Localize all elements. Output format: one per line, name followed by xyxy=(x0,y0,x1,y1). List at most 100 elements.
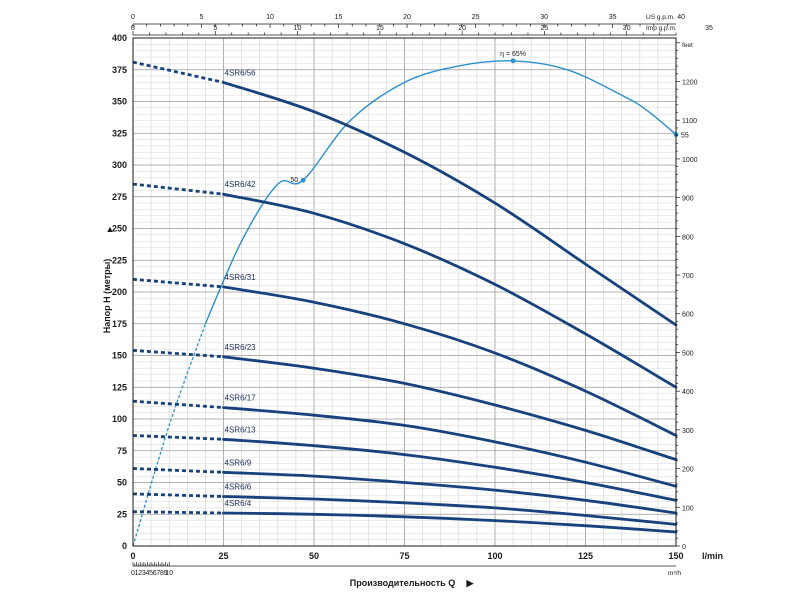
series-line-dashed xyxy=(132,182,224,196)
imp-tick-label: 15 xyxy=(376,25,384,32)
series-line-dashed xyxy=(132,399,224,409)
series-line-dashed xyxy=(132,277,224,289)
series-label: 4SR6/6 xyxy=(225,482,252,491)
series-line xyxy=(222,406,678,488)
us-tick-label: 5 xyxy=(200,14,204,21)
y-tick-label: 150 xyxy=(112,351,127,361)
y-tick-label: 0 xyxy=(122,541,127,551)
efficiency-curve-dashed xyxy=(132,323,207,547)
series-label: 4SR6/42 xyxy=(225,180,257,189)
x-unit-label: l/min xyxy=(702,551,723,561)
x-tick-label: 25 xyxy=(218,551,228,561)
imp-tick-label: 35 xyxy=(705,25,713,32)
us-unit-label: US g.p.m. xyxy=(646,14,675,21)
us-tick-label: 30 xyxy=(540,14,548,21)
y-tick-label: 350 xyxy=(112,97,127,107)
series-line-dashed xyxy=(132,467,224,474)
feet-tick-label: 800 xyxy=(682,234,694,241)
x-axis-arrow-icon: ▶ xyxy=(466,578,475,588)
m3h-tick-label: 4 xyxy=(146,570,150,577)
m3h-tick-label: 2 xyxy=(138,570,142,577)
series-label: 4SR6/13 xyxy=(225,425,257,434)
series-labels: 4SR6/56 4SR6/42 4SR6/31 4SR6/23 4SR6/17 4SR6/… xyxy=(225,68,257,508)
series-label: 4SR6/4 xyxy=(225,499,252,508)
plot-frame xyxy=(132,37,677,547)
series-line xyxy=(222,81,678,327)
us-tick-label: 15 xyxy=(335,14,343,21)
axes: 0255075100125150175200225250275300325350… xyxy=(112,14,723,577)
m3h-tick-label: 3 xyxy=(142,570,146,577)
m3h-tick-label: 7 xyxy=(156,570,160,577)
x-tick-label: 150 xyxy=(668,551,683,561)
y-tick-label: 325 xyxy=(112,128,127,138)
series-line xyxy=(222,470,678,515)
y-axis-arrow-icon: ▲ xyxy=(106,224,115,234)
feet-tick-label: 700 xyxy=(682,273,694,280)
us-tick-label: 25 xyxy=(472,14,480,21)
efficiency-point-label: 50 xyxy=(290,177,298,184)
series-line xyxy=(222,437,678,502)
series-line-dashed xyxy=(132,510,224,515)
y-axis-title: Напор H (метры) xyxy=(102,259,112,334)
y-tick-label: 50 xyxy=(117,478,127,488)
feet-unit-label: feet xyxy=(682,42,693,49)
m3h-unit-label: m³/h xyxy=(668,570,681,577)
series-label: 4SR6/23 xyxy=(225,343,257,352)
efficiency-point xyxy=(300,177,306,183)
series-label: 4SR6/9 xyxy=(225,458,252,467)
x-tick-label: 0 xyxy=(130,551,135,561)
series-line xyxy=(222,285,678,437)
imp-tick-label: 0 xyxy=(131,25,135,32)
y-tick-label: 375 xyxy=(112,65,127,75)
feet-tick-label: 100 xyxy=(682,505,694,512)
imp-unit-label: Imp g.p.m. xyxy=(646,25,677,32)
series-lines xyxy=(132,60,678,534)
us-tick-label: 10 xyxy=(266,14,274,21)
x-tick-label: 50 xyxy=(309,551,319,561)
feet-tick-label: 500 xyxy=(682,350,694,357)
feet-tick-label: 200 xyxy=(682,467,694,474)
series-line xyxy=(222,511,678,534)
series-line xyxy=(222,495,678,526)
y-tick-label: 275 xyxy=(112,192,127,202)
feet-tick-label: 0 xyxy=(682,544,686,551)
series-line-dashed xyxy=(132,349,224,359)
feet-tick-label: 300 xyxy=(682,428,694,435)
m3h-tick-label: 1 xyxy=(135,570,139,577)
efficiency-point-label: 55 xyxy=(681,133,689,140)
efficiency-point-label: η = 65% xyxy=(500,51,526,58)
m3h-tick-label: 0 xyxy=(131,570,135,577)
feet-tick-label: 1100 xyxy=(682,118,697,125)
feet-tick-label: 900 xyxy=(682,196,694,203)
y-tick-label: 100 xyxy=(112,414,127,424)
feet-tick-label: 600 xyxy=(682,312,694,319)
series-label: 4SR6/17 xyxy=(225,394,257,403)
imp-tick-label: 20 xyxy=(458,25,466,32)
series-label: 4SR6/56 xyxy=(225,68,257,77)
m3h-tick-label: 9 xyxy=(164,570,168,577)
m3h-tick-label: 8 xyxy=(160,570,164,577)
series-line xyxy=(222,355,678,461)
x-axis-title: Производительность Q xyxy=(350,578,455,588)
us-tick-label: 40 xyxy=(677,14,685,21)
imp-tick-label: 5 xyxy=(213,25,217,32)
us-tick-label: 0 xyxy=(131,14,135,21)
series-line-dashed xyxy=(132,434,224,441)
series-label: 4SR6/31 xyxy=(225,273,257,282)
y-tick-label: 300 xyxy=(112,160,127,170)
imp-tick-label: 30 xyxy=(623,25,631,32)
series-line-dashed xyxy=(132,60,224,84)
x-tick-label: 75 xyxy=(399,551,409,561)
m3h-tick-label: 10 xyxy=(165,570,173,577)
y-tick-label: 400 xyxy=(112,33,127,43)
x-tick-label: 125 xyxy=(578,551,593,561)
feet-tick-label: 400 xyxy=(682,389,694,396)
y-tick-label: 200 xyxy=(112,287,127,297)
feet-tick-label: 1200 xyxy=(682,79,698,86)
x-tick-label: 100 xyxy=(487,551,502,561)
feet-tick-label: 1000 xyxy=(682,157,698,164)
series-line-dashed xyxy=(132,492,224,498)
us-tick-label: 20 xyxy=(403,14,411,21)
y-tick-label: 175 xyxy=(112,319,127,329)
y-tick-label: 25 xyxy=(117,509,127,519)
